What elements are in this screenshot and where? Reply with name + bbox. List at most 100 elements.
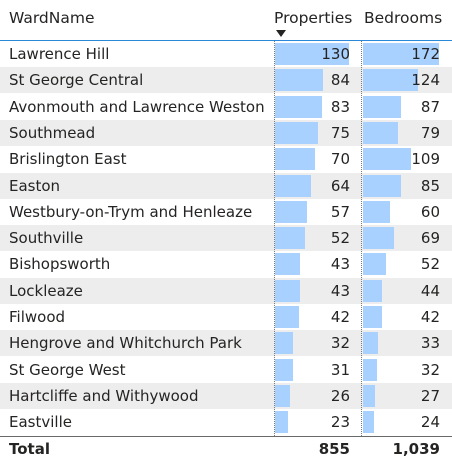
properties-data-bar (275, 306, 299, 328)
bedrooms-value: 124 (411, 71, 440, 90)
bedrooms-data-bar (363, 95, 402, 118)
table-row[interactable]: Southmead 75 79 (0, 119, 452, 146)
bedrooms-data-bar (363, 121, 398, 144)
total-row: Total 855 1,039 (0, 436, 452, 462)
bedrooms-data-bar (363, 358, 378, 381)
properties-data-bar (275, 121, 318, 144)
ward-name-cell: Bishopsworth (9, 255, 111, 274)
properties-value: 31 (330, 360, 350, 379)
properties-value: 42 (330, 308, 350, 326)
table-row[interactable]: Hartcliffe and Withywood 26 27 (0, 382, 452, 409)
bedrooms-value: 44 (420, 281, 440, 300)
table-row[interactable]: Hengrove and Whitchurch Park 32 33 (0, 330, 452, 357)
properties-value: 64 (330, 176, 350, 195)
table-row[interactable]: Filwood 42 42 (0, 304, 452, 330)
table-row[interactable]: Westbury-on-Trym and Henleaze 57 60 (0, 199, 452, 225)
properties-data-bar (275, 200, 308, 223)
total-bedrooms: 1,039 (392, 440, 440, 458)
ward-name-cell: Brislington East (9, 150, 127, 169)
bedrooms-data-bar (363, 306, 382, 328)
properties-data-bar (275, 253, 300, 276)
table-row[interactable]: Brislington East 70 109 (0, 146, 452, 172)
bedrooms-value: 85 (420, 176, 440, 195)
ward-name-cell: Hartcliffe and Withywood (9, 386, 199, 405)
ward-name-cell: Eastville (9, 413, 72, 432)
bedrooms-value: 32 (420, 360, 440, 379)
table-row[interactable]: Bishopsworth 43 52 (0, 251, 452, 277)
bedrooms-value: 109 (411, 150, 440, 169)
ward-name-cell: Lockleaze (9, 281, 83, 300)
ward-name-cell: Westbury-on-Trym and Henleaze (9, 202, 253, 221)
bedrooms-data-bar (363, 227, 394, 250)
bedrooms-data-bar (363, 384, 375, 407)
bedrooms-value: 42 (420, 308, 440, 326)
column-divider-properties (274, 41, 275, 436)
properties-value: 75 (330, 123, 350, 142)
table-row[interactable]: Eastville 23 24 (0, 409, 452, 435)
bedrooms-value: 87 (420, 97, 440, 116)
table-row[interactable]: Southville 52 69 (0, 225, 452, 252)
properties-data-bar (275, 174, 312, 197)
properties-value: 43 (330, 281, 350, 300)
properties-value: 84 (330, 71, 350, 90)
bedrooms-data-bar (363, 43, 439, 65)
bedrooms-data-bar (363, 148, 412, 171)
bedrooms-value: 27 (420, 386, 440, 405)
properties-data-bar (275, 95, 323, 118)
column-header-wardname[interactable]: WardName (9, 9, 95, 27)
properties-data-bar (275, 227, 305, 250)
ward-name-cell: Hengrove and Whitchurch Park (9, 334, 242, 353)
column-divider-bedrooms (361, 41, 362, 436)
properties-value: 43 (330, 255, 350, 274)
properties-data-bar (275, 332, 294, 355)
table-row[interactable]: Lockleaze 43 44 (0, 277, 452, 304)
properties-data-bar (275, 148, 315, 171)
bedrooms-data-bar (363, 200, 390, 223)
bedrooms-value: 69 (420, 229, 440, 248)
table-row[interactable]: Lawrence Hill 130 172 (0, 41, 452, 67)
properties-data-bar (275, 279, 300, 302)
ward-name-cell: St George Central (9, 71, 144, 90)
bedrooms-data-bar (363, 279, 383, 302)
total-label: Total (9, 440, 50, 458)
bedrooms-value: 60 (420, 202, 440, 221)
ward-name-cell: Filwood (9, 308, 66, 326)
table-row[interactable]: Avonmouth and Lawrence Weston 83 87 (0, 94, 452, 120)
bedrooms-data-bar (363, 253, 386, 276)
bedrooms-data-bar (363, 174, 401, 197)
properties-data-bar (275, 69, 323, 92)
properties-value: 32 (330, 334, 350, 353)
table-row[interactable]: Easton 64 85 (0, 172, 452, 199)
table-row[interactable]: St George West 31 32 (0, 357, 452, 383)
bedrooms-value: 24 (420, 413, 440, 432)
table-header: WardName Properties Bedrooms (0, 0, 452, 41)
properties-value: 52 (330, 229, 350, 248)
column-header-bedrooms[interactable]: Bedrooms (364, 9, 443, 27)
table-row[interactable]: St George Central 84 124 (0, 67, 452, 94)
properties-data-bar (275, 411, 289, 434)
properties-data-bar (275, 43, 349, 65)
properties-value: 130 (321, 45, 350, 63)
properties-value: 26 (330, 386, 350, 405)
sort-descending-icon[interactable] (276, 30, 286, 37)
properties-value: 23 (330, 413, 350, 432)
bedrooms-value: 79 (420, 123, 440, 142)
properties-data-bar (275, 358, 293, 381)
total-properties: 855 (318, 440, 350, 458)
bedrooms-data-bar (363, 69, 418, 92)
ward-name-cell: St George West (9, 360, 126, 379)
ward-name-cell: Avonmouth and Lawrence Weston (9, 97, 265, 116)
ward-name-cell: Easton (9, 176, 61, 195)
bedrooms-value: 52 (420, 255, 440, 274)
properties-value: 70 (330, 150, 350, 169)
properties-data-bar (275, 384, 290, 407)
bedrooms-value: 172 (411, 45, 440, 63)
column-header-properties[interactable]: Properties (274, 9, 353, 27)
bedrooms-data-bar (363, 332, 378, 355)
ward-name-cell: Lawrence Hill (9, 45, 110, 63)
bedrooms-data-bar (363, 411, 374, 434)
properties-value: 83 (330, 97, 350, 116)
ward-name-cell: Southmead (9, 123, 96, 142)
ward-name-cell: Southville (9, 229, 84, 248)
